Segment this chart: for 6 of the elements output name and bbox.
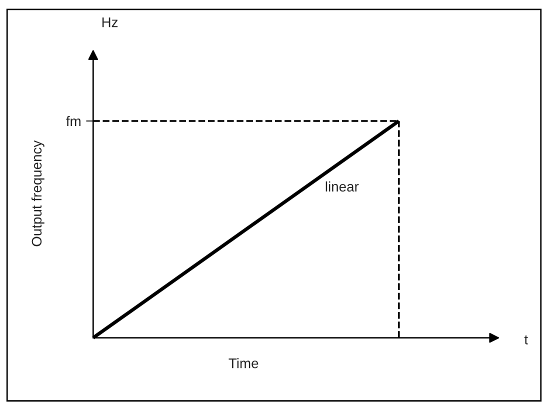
x-axis-title: Time — [228, 358, 258, 368]
annotation: t — [524, 335, 528, 344]
ref-line-label: fm — [66, 116, 80, 126]
annotation: linear — [326, 181, 359, 192]
y-axis-title: Output frequency — [31, 140, 44, 246]
text: Hz — [102, 18, 118, 28]
